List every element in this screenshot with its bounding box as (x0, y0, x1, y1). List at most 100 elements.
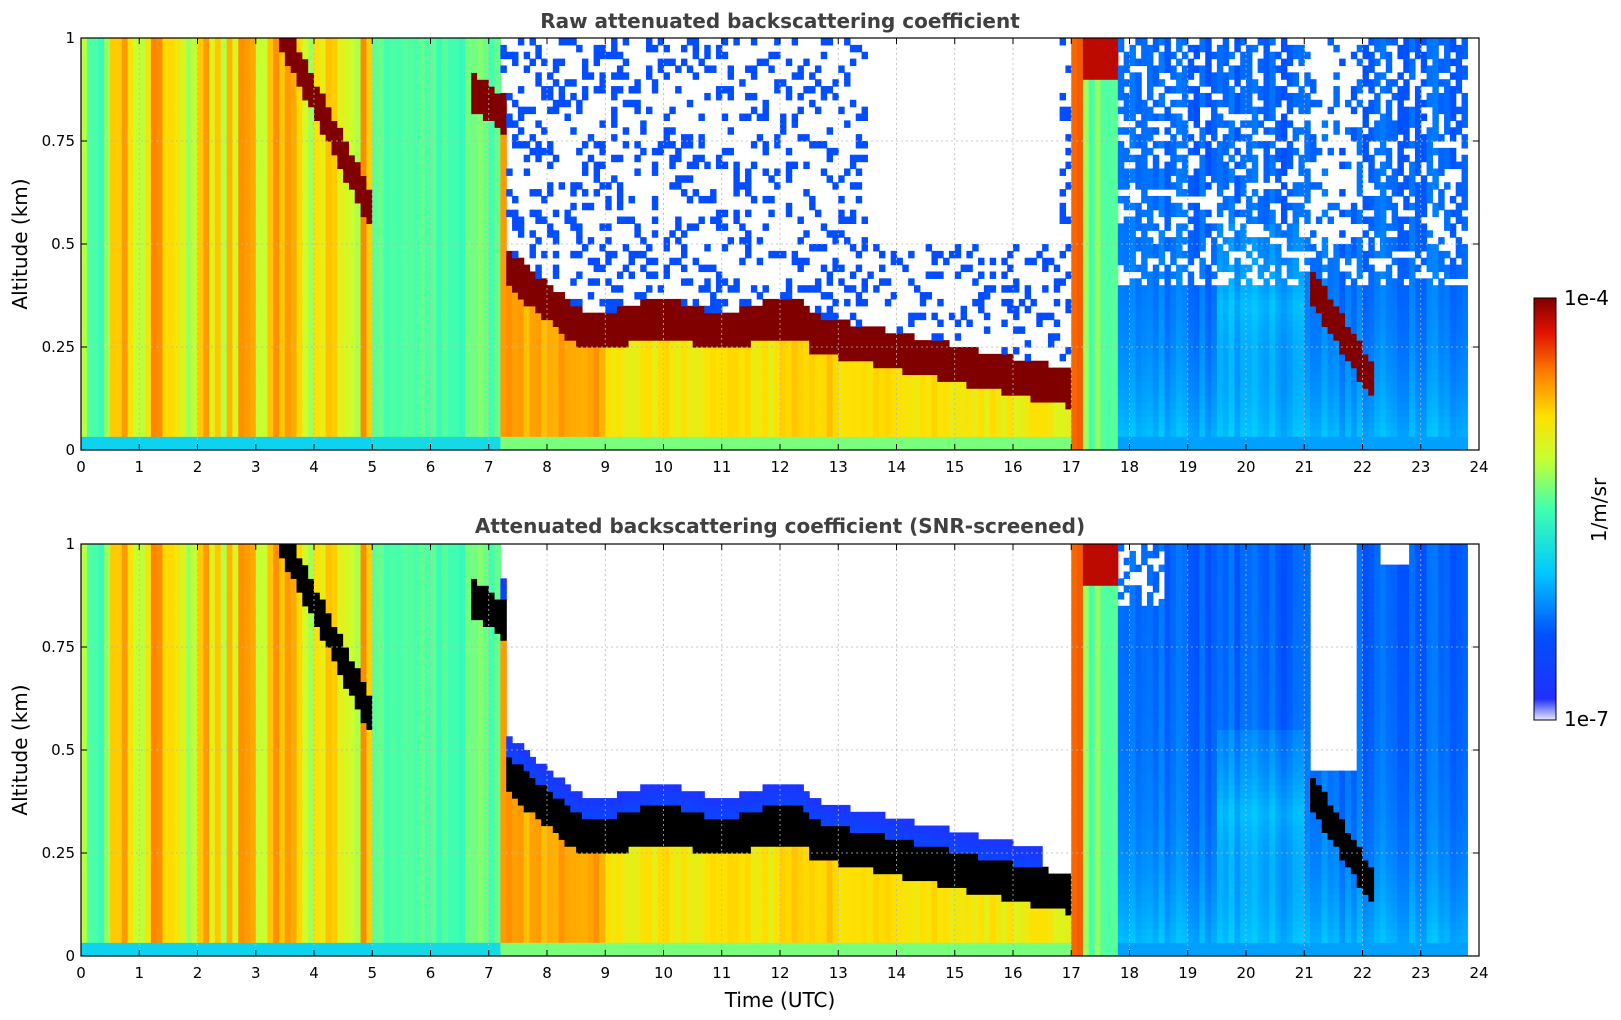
heatmap-cell (180, 443, 187, 450)
heatmap-cell (319, 415, 327, 424)
heatmap-cell (418, 250, 426, 259)
heatmap-cell (413, 182, 420, 190)
heatmap-cell (459, 168, 467, 176)
heatmap-cell (477, 436, 484, 444)
heatmap-cell (115, 415, 123, 424)
heatmap-cell (372, 38, 379, 46)
heatmap-cell (104, 312, 111, 321)
heatmap-cell (348, 408, 356, 417)
heatmap-cell (471, 168, 478, 176)
heatmap-cell (162, 319, 169, 327)
heatmap-cell (494, 312, 501, 321)
heatmap-cell (343, 415, 350, 424)
heatmap-cell (308, 92, 315, 101)
heatmap-cell (127, 374, 135, 382)
heatmap-cell (133, 237, 140, 245)
heatmap-cell (284, 333, 292, 341)
heatmap-cell (482, 237, 490, 245)
heatmap-cell (576, 182, 583, 190)
heatmap-cell (494, 51, 501, 60)
heatmap-cell (325, 285, 333, 293)
heatmap-cell (337, 72, 344, 80)
heatmap-cell (424, 120, 432, 128)
heatmap-cell (145, 374, 152, 382)
heatmap-cell (279, 134, 286, 142)
heatmap-cell (529, 436, 536, 444)
heatmap-cell (127, 312, 135, 321)
heatmap-cell (442, 175, 449, 183)
heatmap-cell (581, 360, 589, 369)
heatmap-cell (279, 264, 286, 273)
heatmap-cell (279, 347, 286, 355)
heatmap-cell (477, 367, 484, 376)
heatmap-cell (401, 429, 408, 437)
heatmap-cell (378, 38, 385, 46)
heatmap-cell (558, 312, 566, 321)
heatmap-cell (593, 312, 601, 321)
heatmap-cell (197, 298, 204, 307)
heatmap-cell (593, 175, 601, 183)
heatmap-cell (418, 44, 426, 53)
heatmap-cell (162, 305, 169, 314)
heatmap-cell (180, 347, 187, 355)
heatmap-cell (372, 360, 379, 369)
heatmap-cell (442, 65, 449, 73)
heatmap-cell (284, 127, 292, 135)
heatmap-cell (284, 250, 292, 259)
heatmap-cell (611, 374, 618, 382)
heatmap-cell (453, 147, 461, 156)
heatmap-cell (506, 415, 513, 424)
heatmap-cell (98, 99, 105, 108)
heatmap-cell (191, 285, 199, 293)
heatmap-cell (185, 216, 193, 224)
heatmap-cell (488, 168, 496, 176)
heatmap-cell (174, 244, 181, 252)
heatmap-cell (133, 216, 140, 224)
heatmap-cell (325, 113, 333, 121)
heatmap-cell (209, 154, 216, 163)
heatmap-cell (465, 278, 472, 286)
heatmap-cell (436, 298, 443, 307)
heatmap-cell (593, 353, 601, 362)
heatmap-cell (226, 44, 234, 53)
heatmap-cell (430, 86, 437, 94)
heatmap-cell (174, 216, 181, 224)
heatmap-cell (500, 305, 507, 314)
heatmap-cell (512, 443, 519, 450)
heatmap-cell (145, 223, 152, 231)
heatmap-cell (261, 127, 268, 135)
heatmap-cell (267, 127, 274, 135)
heatmap-cell (465, 195, 472, 204)
heatmap-cell (279, 353, 286, 362)
heatmap-cell (593, 189, 601, 197)
heatmap-cell (581, 401, 589, 410)
heatmap-cell (180, 58, 187, 67)
heatmap-cell (424, 319, 432, 327)
heatmap-cell (395, 65, 402, 73)
heatmap-cell (133, 120, 140, 128)
heatmap-cell (110, 340, 117, 348)
heatmap-cell (267, 106, 274, 115)
heatmap-cell (267, 250, 274, 259)
heatmap-cell (150, 271, 158, 279)
heatmap-cell (442, 374, 449, 382)
heatmap-cell (494, 237, 501, 245)
heatmap-cell (168, 333, 175, 341)
heatmap-cell (465, 202, 472, 211)
heatmap-cell (203, 285, 210, 293)
heatmap-cell (150, 408, 158, 417)
heatmap-cell (348, 347, 356, 355)
heatmap-cell (92, 244, 100, 252)
heatmap-cell (558, 388, 566, 396)
heatmap-cell (150, 305, 158, 314)
heatmap-cell (98, 347, 105, 355)
heatmap-cell (395, 223, 402, 231)
heatmap-cell (593, 326, 601, 334)
heatmap-cell (209, 443, 216, 450)
heatmap-cell (127, 147, 135, 156)
heatmap-cell (459, 319, 467, 327)
heatmap-cell (162, 65, 169, 73)
heatmap-cell (308, 127, 315, 135)
heatmap-cell (319, 388, 327, 396)
heatmap-cell (535, 326, 542, 334)
